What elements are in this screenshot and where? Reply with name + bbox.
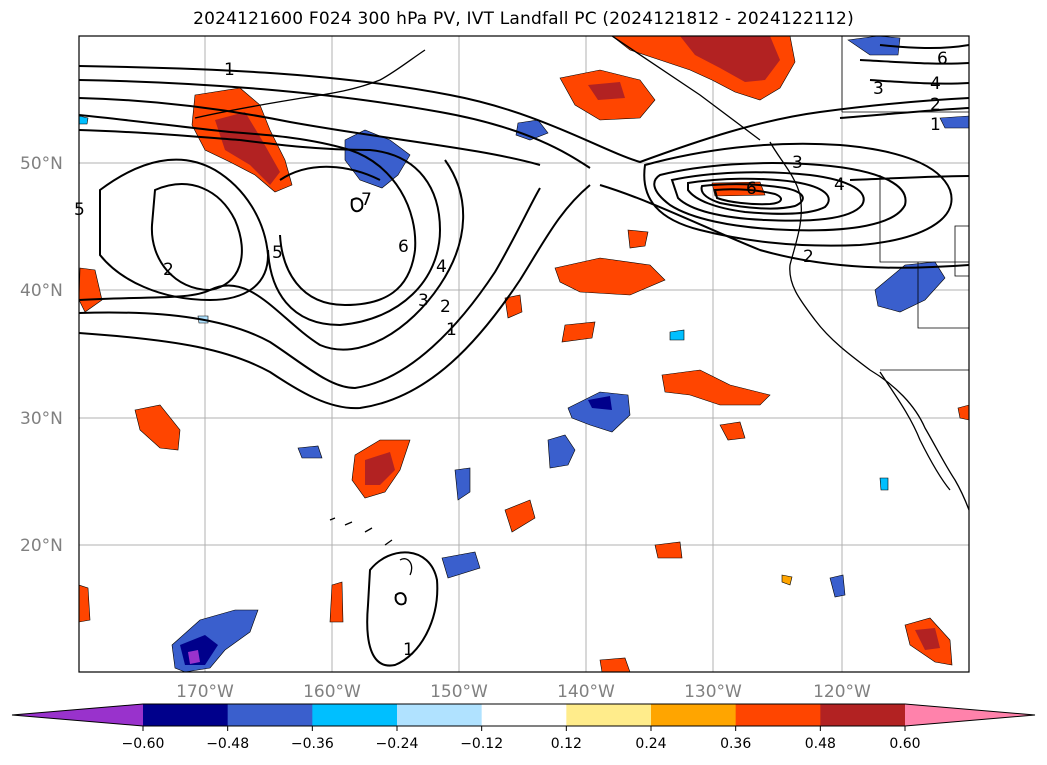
colorbar-segment	[312, 704, 398, 726]
contour-label: 2	[163, 260, 174, 280]
pv-blob-north-central	[344, 129, 411, 189]
lon-label: 120°W	[813, 682, 871, 702]
contour-labels: 1 5 4 2 1 3 6 5 2 7 6 4 3 2 1 3 6 4 2 1	[74, 49, 948, 660]
pv-negative-anomalies	[79, 36, 969, 672]
colorbar-segment	[820, 704, 906, 726]
map-frame	[78, 35, 970, 673]
contour-label: 3	[418, 291, 429, 311]
contour-label: 5	[272, 243, 283, 263]
contour-label: 3	[873, 79, 884, 99]
lat-label: 30°N	[20, 409, 63, 429]
colorbar-tick-label: 0.60	[889, 736, 920, 752]
contour-label: 2	[803, 247, 814, 267]
graticule	[79, 36, 969, 672]
colorbar-tick-label: 0.36	[720, 736, 751, 752]
colorbar-tick-label: −0.60	[122, 736, 165, 752]
colorbar-extend-min	[12, 704, 143, 726]
lon-label: 170°W	[176, 682, 234, 702]
contour-label: 4	[436, 257, 447, 277]
alaska-coast	[611, 36, 761, 141]
contour-label: 2	[440, 297, 451, 317]
contour-label: 6	[746, 179, 757, 199]
colorbar-segment	[143, 704, 229, 726]
lat-label: 40°N	[20, 281, 63, 301]
contour-label: 1	[930, 115, 941, 135]
hawaii-islands	[329, 517, 413, 576]
lon-label: 150°W	[430, 682, 488, 702]
lat-label: 20°N	[20, 536, 63, 556]
contour-label: 4	[930, 74, 941, 94]
colorbar-extend-max	[905, 704, 1035, 726]
aleutian-islands	[194, 49, 426, 119]
pv-positive-anomalies	[79, 36, 969, 672]
contour-label: 7	[361, 190, 372, 210]
latitude-labels: 50°N 40°N 30°N 20°N	[20, 154, 63, 556]
colorbar-tick-label: −0.24	[376, 736, 419, 752]
contour-label: 6	[398, 237, 409, 257]
coastline	[194, 36, 969, 576]
colorbar-segment	[481, 704, 567, 726]
colorbar-segment	[735, 704, 821, 726]
longitude-labels: 170°W 160°W 150°W 140°W 130°W 120°W	[176, 682, 871, 702]
political-borders	[841, 36, 969, 371]
baja-california	[879, 371, 951, 491]
colorbar: −0.60 −0.48 −0.36 −0.24 −0.12 0.12 0.24 0.36 0.4…	[11, 703, 1036, 752]
colorbar-tick-label: −0.12	[460, 736, 503, 752]
lon-label: 160°W	[303, 682, 361, 702]
colorbar-tick-label: −0.48	[206, 736, 249, 752]
contour-label: 6	[937, 49, 948, 69]
colorbar-segment	[397, 704, 483, 726]
lat-label: 50°N	[20, 154, 63, 174]
contour-label: 3	[792, 153, 803, 173]
figure-title: 2024121600 F024 300 hPa PV, IVT Landfall…	[193, 9, 854, 29]
contour-label: 2	[930, 95, 941, 115]
lon-label: 130°W	[684, 682, 742, 702]
colorbar-tick-label: 0.24	[635, 736, 666, 752]
us-west-coast	[769, 141, 969, 511]
colorbar-segment	[651, 704, 737, 726]
contour-label: 4	[834, 175, 845, 195]
contour-label: 1	[224, 60, 235, 80]
ivt-contours	[79, 44, 969, 667]
lon-label: 140°W	[557, 682, 615, 702]
colorbar-segment	[227, 704, 313, 726]
colorbar-tick-label: 0.48	[805, 736, 836, 752]
colorbar-tick-label: −0.36	[291, 736, 334, 752]
contour-label: 1	[403, 640, 414, 660]
contour-label: 1	[446, 320, 457, 340]
colorbar-segment	[566, 704, 652, 726]
contour-label: 5	[74, 200, 85, 220]
colorbar-tick-label: 0.12	[551, 736, 582, 752]
